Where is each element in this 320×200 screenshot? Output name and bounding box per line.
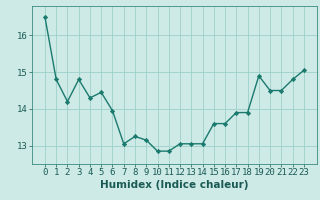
X-axis label: Humidex (Indice chaleur): Humidex (Indice chaleur) — [100, 180, 249, 190]
